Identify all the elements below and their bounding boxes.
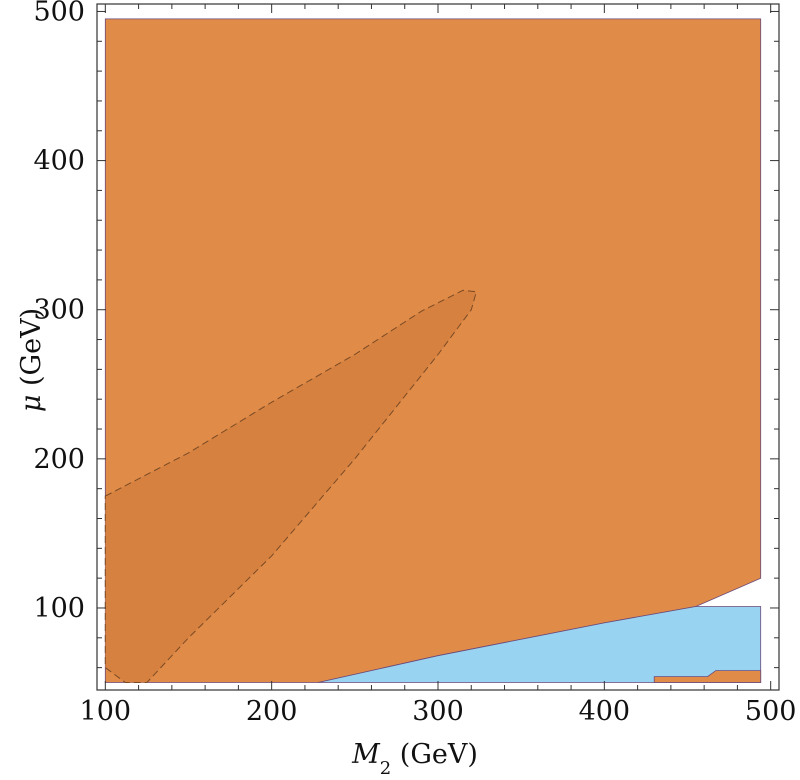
x-tick-label: 400 bbox=[579, 696, 631, 727]
x-tick-label: 200 bbox=[246, 696, 298, 727]
dashed-contour-region bbox=[104, 289, 477, 683]
y-tick-label: 100 bbox=[33, 593, 85, 624]
y-axis-label: μ (GeV) bbox=[16, 308, 47, 412]
y-tick-label: 500 bbox=[33, 0, 85, 27]
y-tick-label: 300 bbox=[33, 295, 85, 326]
x-axis-label: M2 (GeV) bbox=[351, 739, 478, 779]
region-layer bbox=[104, 18, 762, 683]
y-tick-label: 200 bbox=[33, 444, 85, 475]
x-tick-label: 100 bbox=[80, 696, 132, 727]
x-tick-label: 300 bbox=[412, 696, 464, 727]
region-orange-small bbox=[653, 670, 762, 683]
tick-layer: 100 200 300 400 500 100 200 300 400 500 bbox=[33, 0, 796, 727]
y-tick-label: 400 bbox=[33, 146, 85, 177]
x-tick-label: 500 bbox=[745, 696, 797, 727]
